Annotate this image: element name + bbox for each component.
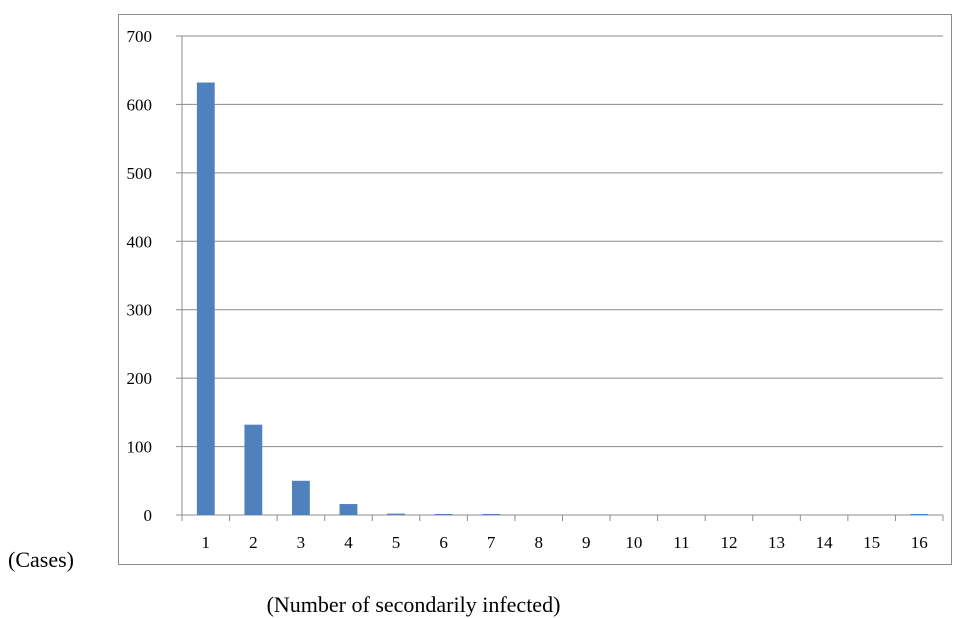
y-axis-label: (Cases) <box>8 547 74 572</box>
x-tick-label: 2 <box>249 533 258 552</box>
x-tick-label: 8 <box>534 533 543 552</box>
x-tick-label: 12 <box>720 533 737 552</box>
y-tick-label: 200 <box>127 369 153 388</box>
bar <box>482 514 501 515</box>
bar <box>291 480 310 515</box>
x-tick-label: 4 <box>344 533 353 552</box>
y-tick-label: 300 <box>127 301 153 320</box>
bar <box>910 514 929 515</box>
x-tick-label: 11 <box>673 533 689 552</box>
x-tick-label: 5 <box>392 533 401 552</box>
x-tick-label: 13 <box>768 533 785 552</box>
x-tick-label: 15 <box>863 533 880 552</box>
y-tick-label: 0 <box>144 506 153 525</box>
y-tick-label: 100 <box>127 438 153 457</box>
bar <box>434 514 453 515</box>
x-tick-label: 14 <box>816 533 834 552</box>
y-tick-label: 400 <box>127 232 153 251</box>
x-tick-label: 7 <box>487 533 496 552</box>
x-tick-label: 1 <box>202 533 211 552</box>
x-tick-label: 3 <box>297 533 306 552</box>
y-tick-label: 500 <box>127 164 153 183</box>
y-tick-label: 700 <box>127 27 153 46</box>
bar <box>387 513 405 515</box>
x-tick-label: 10 <box>625 533 642 552</box>
x-tick-label: 6 <box>439 533 448 552</box>
chart-frame <box>118 14 952 565</box>
x-axis-label-wrap: (Number of secondarily infected) <box>0 592 955 618</box>
bar <box>196 82 215 515</box>
x-tick-label: 9 <box>582 533 591 552</box>
bar <box>339 504 358 515</box>
x-tick-label: 16 <box>911 533 928 552</box>
bar <box>244 424 263 515</box>
x-axis-label: (Number of secondarily infected) <box>266 592 561 617</box>
y-tick-label: 600 <box>127 95 153 114</box>
